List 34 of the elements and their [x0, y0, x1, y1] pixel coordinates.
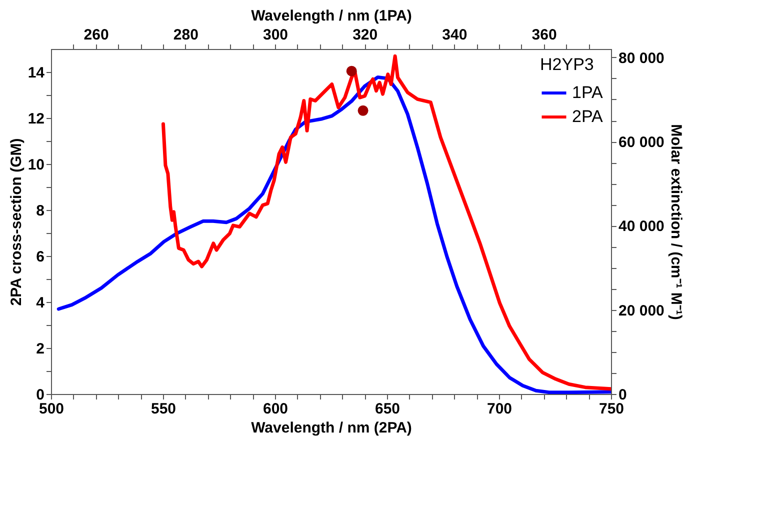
y2-axis-title: Molar extinction / (cm⁻¹ M⁻¹) [667, 124, 684, 320]
x-tick-label: 700 [486, 400, 512, 418]
legend-label: 2PA [572, 107, 604, 126]
y2-tick-label: 80 000 [618, 50, 664, 67]
y-tick-label: 8 [36, 202, 44, 220]
x-tick-label: 550 [150, 400, 176, 418]
y-tick-label: 14 [28, 64, 46, 82]
x-axis-title: Wavelength / nm (2PA) [251, 420, 412, 436]
y-tick-label: 4 [36, 294, 46, 312]
x2-tick-label: 360 [532, 26, 557, 44]
y-tick-label: 2 [36, 340, 44, 358]
y2-tick-label: 60 000 [618, 134, 664, 152]
y2-tick-label: 0 [618, 386, 627, 404]
x2-tick-label: 260 [84, 26, 109, 44]
x-tick-label: 650 [374, 400, 400, 418]
y2-tick-label: 40 000 [618, 218, 664, 236]
x2-tick-label: 300 [262, 26, 288, 44]
y2-tick-label: 20 000 [618, 302, 664, 320]
y-tick-label: 10 [28, 156, 44, 174]
x2-tick-label: 320 [352, 26, 378, 44]
x-tick-label: 600 [262, 400, 288, 418]
y-tick-label: 12 [28, 110, 44, 128]
y-axis-title: 2PA cross-section (GM) [8, 138, 25, 306]
legend-label: 1PA [572, 83, 604, 102]
legend-title: H2YP3 [540, 55, 594, 74]
x-tick-label: 750 [598, 400, 624, 418]
x-tick-label: 500 [38, 400, 64, 418]
x2-axis-title: Wavelength / nm (1PA) [251, 8, 412, 24]
line-series [56, 75, 611, 394]
y-tick-label: 6 [36, 248, 44, 266]
x2-tick-label: 340 [442, 26, 468, 44]
y-tick-label: 0 [36, 386, 44, 404]
line-series [161, 54, 611, 391]
x2-tick-label: 280 [173, 26, 198, 44]
